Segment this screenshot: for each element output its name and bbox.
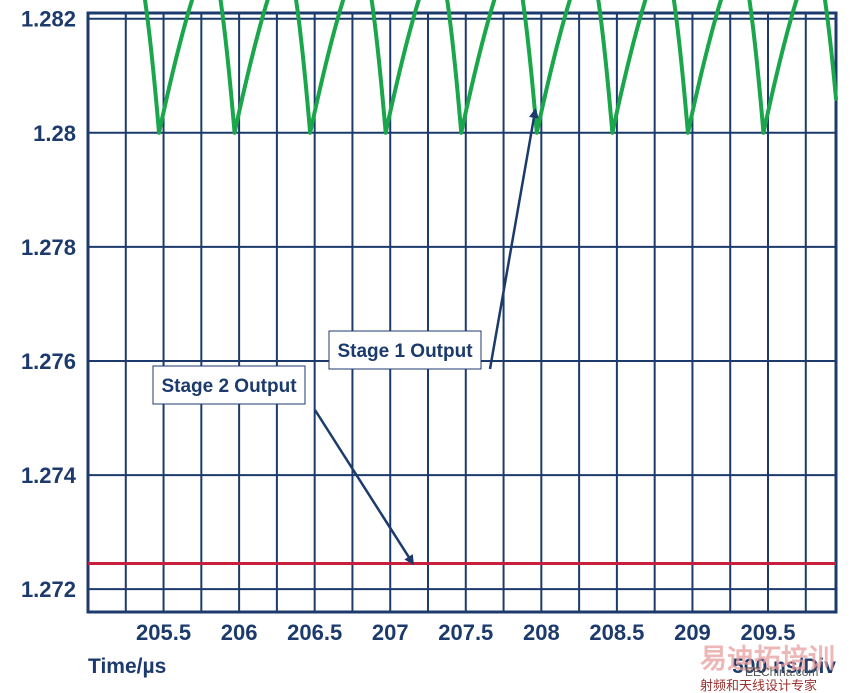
annotation-label: Stage 1 Output	[337, 341, 473, 362]
y-tick-label: 1.272	[21, 577, 76, 602]
plot-frame	[86, 11, 838, 614]
x-tick-label: 206	[221, 620, 258, 645]
annotation-1: Stage 1 Output	[328, 108, 539, 370]
y-tick-label: 1.282	[21, 7, 76, 32]
x-tick-label: 207.5	[438, 620, 493, 645]
x-tick-label: 209.5	[740, 620, 795, 645]
y-axis-tick-labels: 1.272 1.274 1.276 1.278 1.28 1.282	[21, 7, 77, 602]
annotations: Stage 1 Output Stage 2 Output	[152, 108, 539, 566]
x-tick-label: 209	[674, 620, 711, 645]
x-tick-label: 208.5	[589, 620, 644, 645]
y-tick-label: 1.278	[21, 235, 76, 260]
annotation-box	[152, 365, 306, 405]
y-tick-label: 1.28	[33, 121, 76, 146]
watermark-text: 易迪拓培训	[700, 644, 835, 674]
annotation-label: Stage 2 Output	[161, 376, 297, 397]
watermark-subtitle: 射频和天线设计专家	[700, 678, 817, 693]
x-tick-label: 205.5	[136, 620, 191, 645]
x-tick-label: 206.5	[287, 620, 342, 645]
watermark: 易迪拓培训 EEChina.com 射频和天线设计专家	[700, 644, 835, 693]
annotation-arrow	[313, 409, 414, 566]
x-axis-title: Time/µs	[88, 655, 166, 678]
x-axis-tick-labels: 205.5 206 206.5 207 207.5 208 208.5 209 209.5	[136, 620, 796, 645]
annotation-2: Stage 2 Output	[152, 365, 414, 566]
y-tick-label: 1.274	[21, 463, 77, 488]
y-tick-label: 1.276	[21, 349, 76, 374]
annotation-arrow	[488, 108, 539, 370]
annotation-box	[328, 330, 482, 370]
series-layer	[88, 0, 838, 566]
x-tick-label: 207	[372, 620, 409, 645]
series-stage-1-output-line	[142, 0, 838, 135]
watermark-site: EEChina.com	[745, 665, 818, 679]
grid	[86, 11, 838, 614]
x-tick-label: 208	[523, 620, 560, 645]
time-scale-label: 500 ns/Div	[732, 655, 836, 678]
